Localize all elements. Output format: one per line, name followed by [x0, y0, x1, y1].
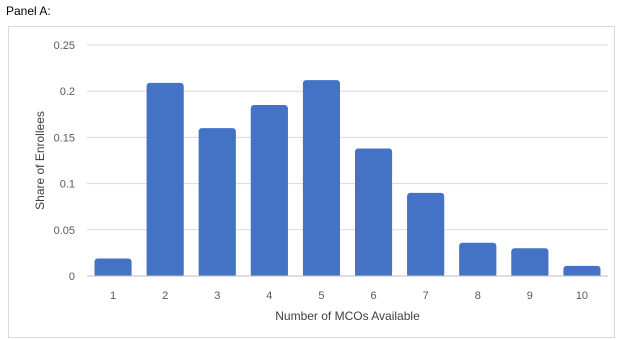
y-tick-label: 0.2	[60, 86, 75, 98]
x-tick-label: 7	[423, 290, 429, 302]
x-tick-label: 9	[527, 290, 533, 302]
y-tick-label: 0	[69, 271, 75, 283]
bar-base-3	[198, 131, 236, 276]
y-tick-label: 0.15	[54, 132, 75, 144]
chart-frame	[8, 26, 615, 338]
bar-base-4	[250, 108, 288, 276]
y-tick-label: 0.1	[60, 179, 75, 191]
bar-base-8	[459, 245, 497, 276]
x-tick-label: 2	[162, 290, 168, 302]
bar-base-2	[146, 85, 184, 276]
x-tick-label: 3	[214, 290, 220, 302]
bar-base-10	[563, 268, 601, 276]
y-tick-labels: 0 0.05 0.1 0.15 0.2 0.25	[54, 40, 75, 283]
bar-base-6	[355, 151, 393, 276]
x-axis-title: Number of MCOs Available	[275, 309, 420, 323]
bar-base-5	[302, 83, 340, 276]
bar-base-7	[407, 195, 445, 276]
bars	[94, 80, 601, 276]
bar-base-9	[511, 251, 549, 276]
y-tick-label: 0.05	[54, 225, 75, 237]
panel-label: Panel A:	[6, 4, 51, 18]
x-tick-label: 6	[370, 290, 376, 302]
x-tick-label: 5	[318, 290, 324, 302]
x-tick-label: 10	[576, 290, 588, 302]
y-tick-label: 0.25	[54, 40, 75, 52]
x-tick-label: 8	[475, 290, 481, 302]
bar-base-1	[94, 261, 132, 276]
x-tick-label: 4	[266, 290, 272, 302]
x-tick-labels: 1 2 3 4 5 6 7 8 9 10	[110, 290, 588, 302]
x-tick-label: 1	[110, 290, 116, 302]
y-axis-title: Share of Enrollees	[33, 111, 47, 210]
